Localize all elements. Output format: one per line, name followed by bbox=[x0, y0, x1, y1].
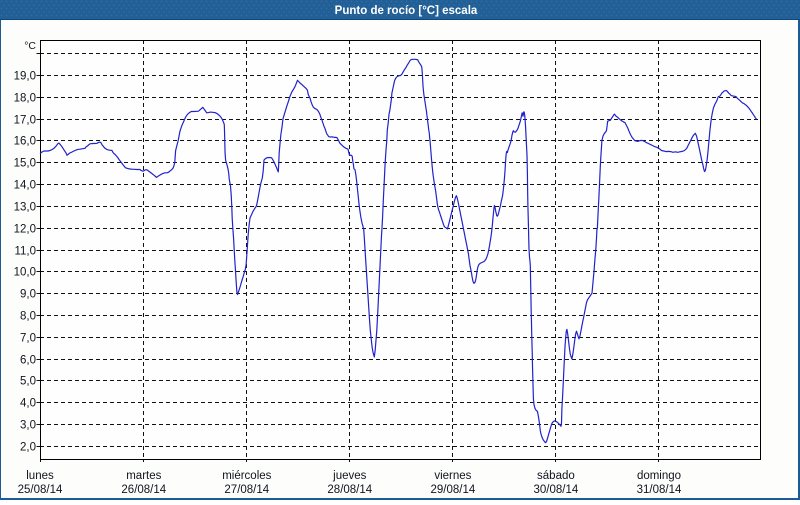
svg-text:4,0: 4,0 bbox=[20, 398, 36, 410]
svg-text:12,0: 12,0 bbox=[14, 224, 36, 236]
svg-text:sábado: sábado bbox=[537, 470, 575, 482]
svg-text:miércoles: miércoles bbox=[222, 470, 271, 482]
svg-text:13,0: 13,0 bbox=[14, 202, 36, 214]
svg-text:martes: martes bbox=[126, 470, 161, 482]
svg-text:11,0: 11,0 bbox=[14, 246, 36, 258]
svg-text:28/08/14: 28/08/14 bbox=[327, 484, 372, 496]
svg-text:9,0: 9,0 bbox=[20, 289, 36, 301]
svg-text:27/08/14: 27/08/14 bbox=[224, 484, 269, 496]
svg-text:26/08/14: 26/08/14 bbox=[121, 484, 166, 496]
svg-text:7,0: 7,0 bbox=[20, 333, 36, 345]
svg-text:5,0: 5,0 bbox=[20, 376, 36, 388]
svg-text:15,0: 15,0 bbox=[14, 158, 36, 170]
svg-text:25/08/14: 25/08/14 bbox=[18, 484, 63, 496]
svg-text:14,0: 14,0 bbox=[14, 180, 36, 192]
svg-text:30/08/14: 30/08/14 bbox=[534, 484, 579, 496]
svg-text:6,0: 6,0 bbox=[20, 355, 36, 367]
svg-text:Punto de rocío [°C] escala: Punto de rocío [°C] escala bbox=[335, 5, 478, 17]
svg-text:3,0: 3,0 bbox=[20, 420, 36, 432]
svg-text:29/08/14: 29/08/14 bbox=[431, 484, 476, 496]
svg-text:2,0: 2,0 bbox=[20, 442, 36, 454]
svg-text:°C: °C bbox=[24, 40, 36, 52]
svg-text:viernes: viernes bbox=[434, 470, 471, 482]
svg-text:31/08/14: 31/08/14 bbox=[637, 484, 682, 496]
svg-text:16,0: 16,0 bbox=[14, 136, 36, 148]
svg-text:jueves: jueves bbox=[332, 470, 366, 482]
svg-text:domingo: domingo bbox=[637, 470, 681, 482]
svg-text:19,0: 19,0 bbox=[14, 71, 36, 83]
svg-text:17,0: 17,0 bbox=[14, 115, 36, 127]
svg-text:18,0: 18,0 bbox=[14, 93, 36, 105]
svg-text:8,0: 8,0 bbox=[20, 311, 36, 323]
svg-text:lunes: lunes bbox=[26, 470, 54, 482]
svg-text:10,0: 10,0 bbox=[14, 267, 36, 279]
